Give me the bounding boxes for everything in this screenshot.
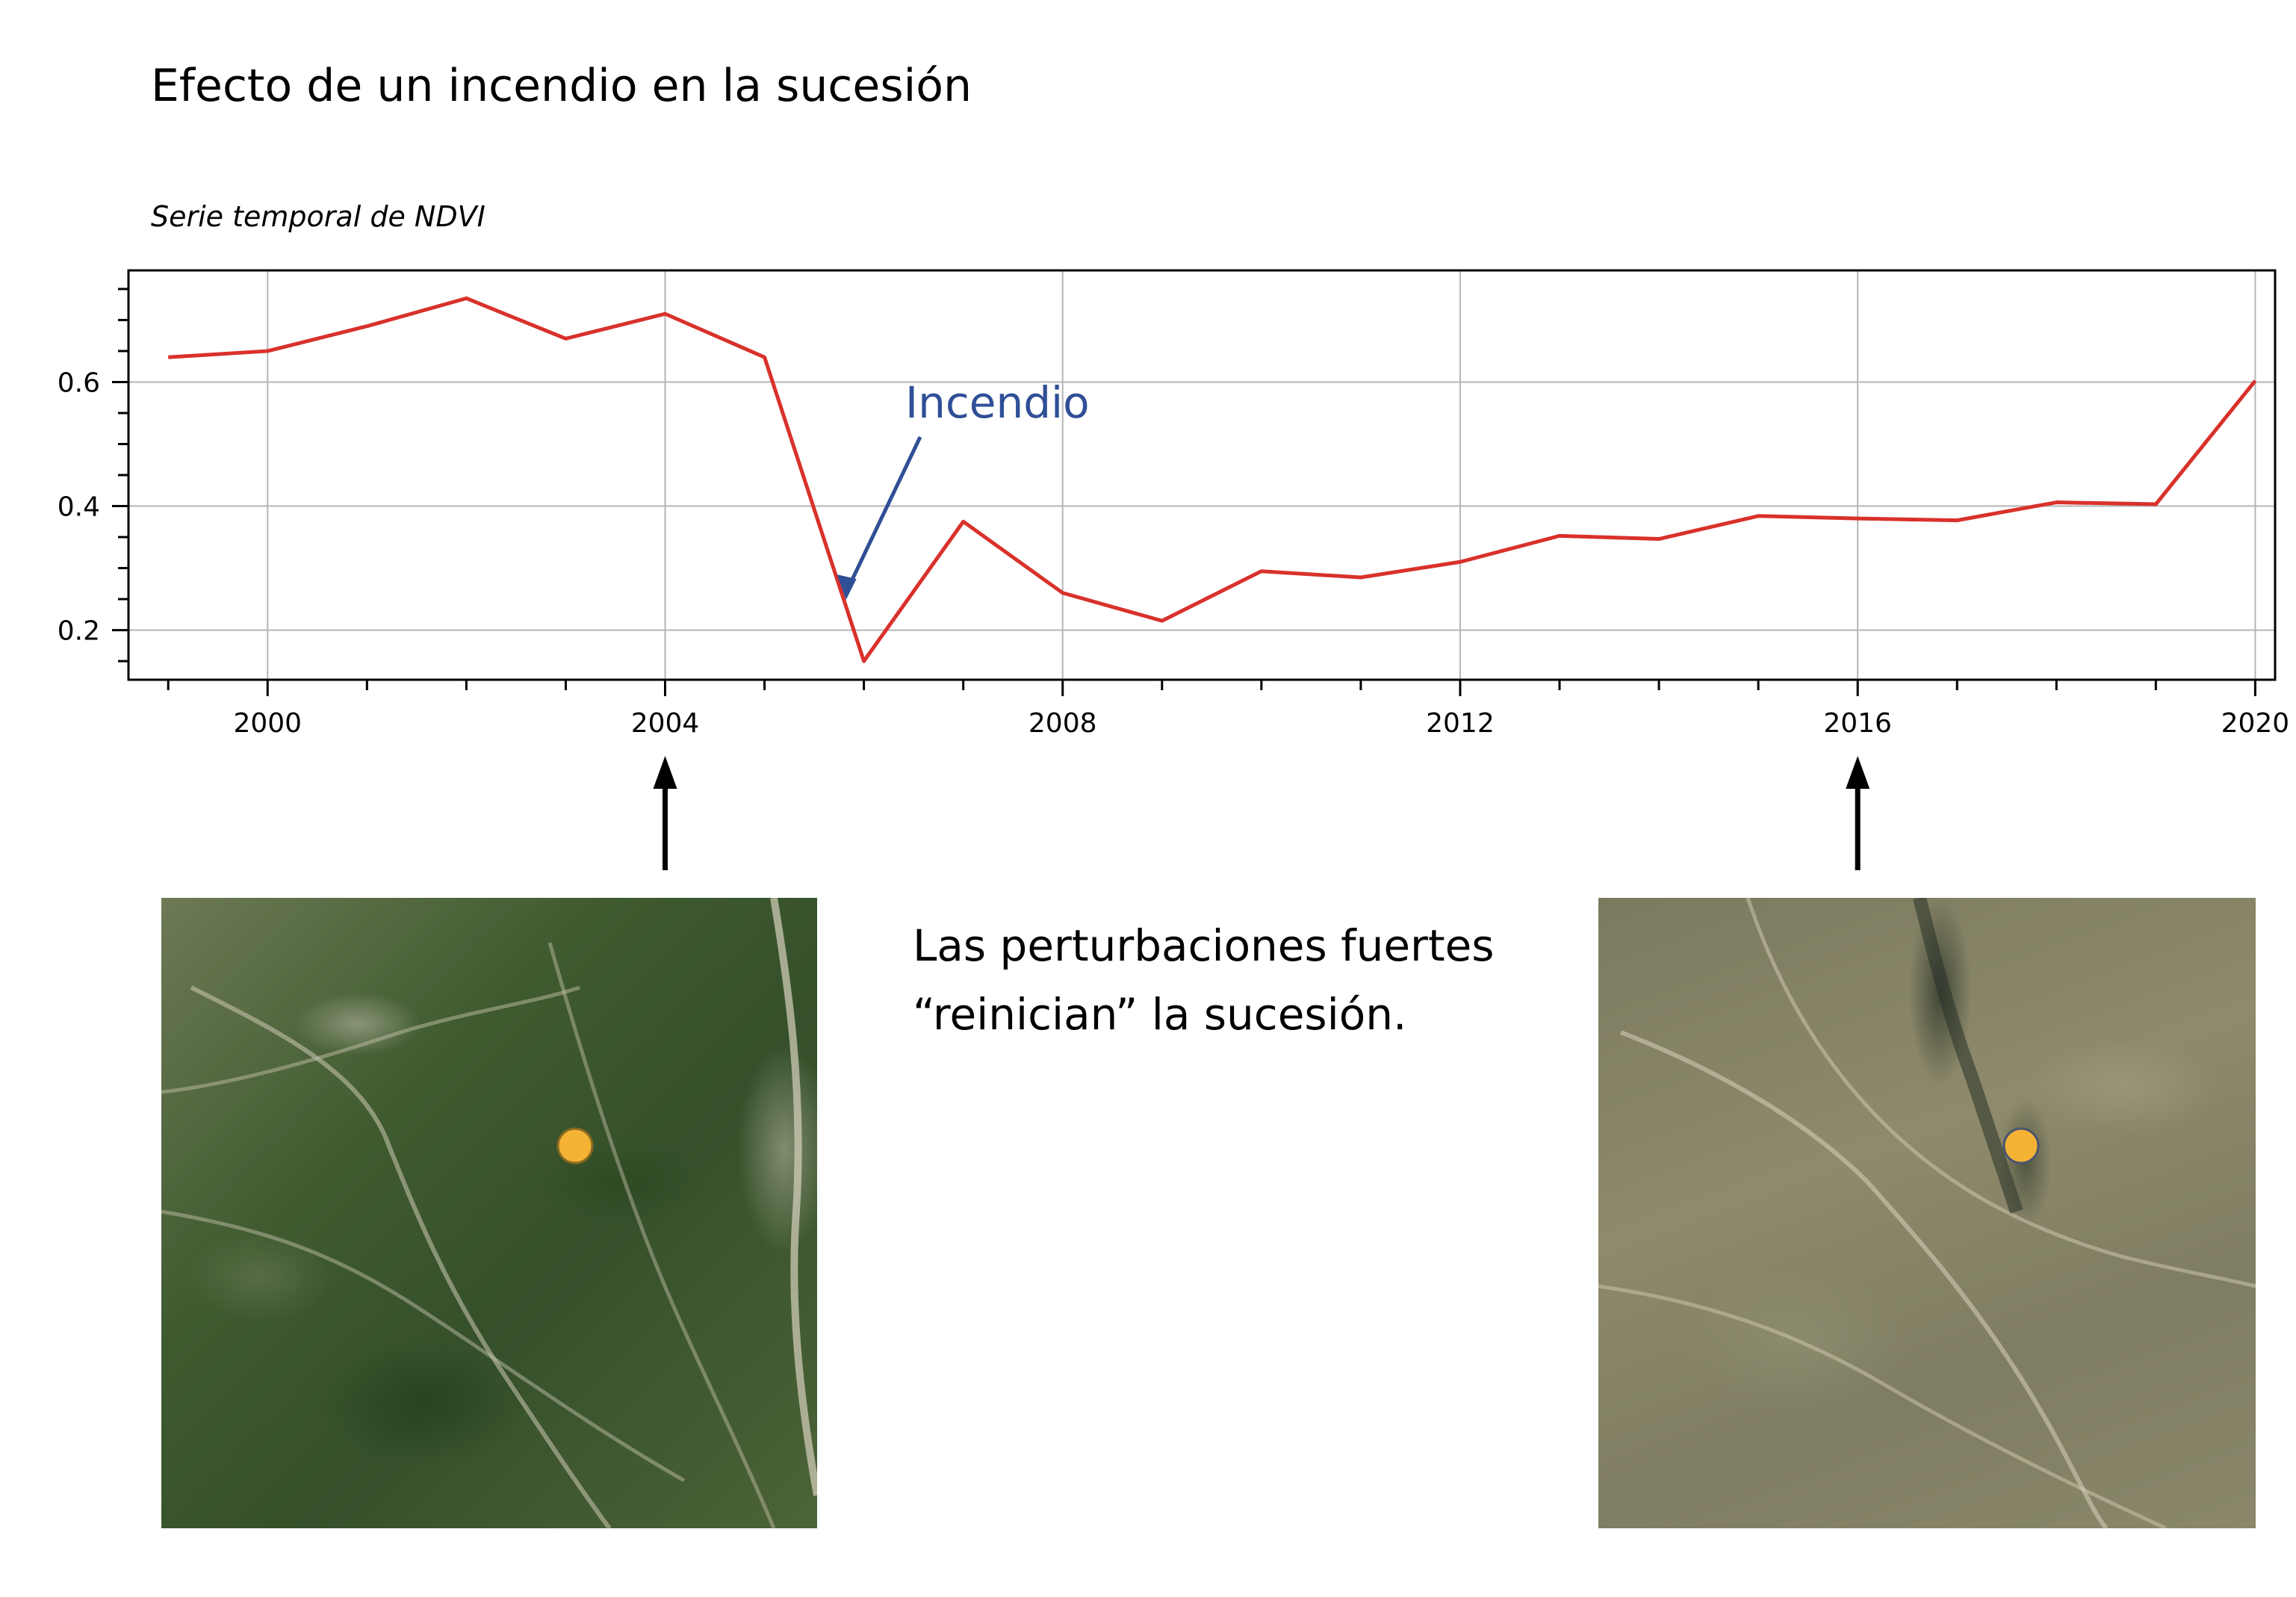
year-arrow-head (1846, 756, 1870, 789)
incendio-arrow-shaft (847, 435, 922, 588)
succession-note-line-1: Las perturbaciones fuertes (913, 920, 1495, 971)
chart-grid (128, 270, 2275, 680)
aerial-photo-2016 (1598, 898, 2256, 1528)
x-tick-label: 2008 (1028, 708, 1097, 739)
x-tick-label: 2016 (1823, 708, 1892, 739)
x-tick-label: 2012 (1426, 708, 1495, 739)
year-arrows (653, 756, 1870, 870)
plot-frame (127, 269, 2277, 681)
chart-subtitle: Serie temporal de NDVI (151, 200, 485, 233)
succession-note-line-2: “reinician” la sucesión. (913, 989, 1407, 1040)
location-marker-2016 (2002, 1127, 2040, 1165)
x-tick-label: 2004 (631, 708, 700, 739)
y-tick-label: 0.6 (58, 368, 100, 398)
x-tick-label: 2000 (233, 708, 302, 739)
aerial-photo-2004 (161, 898, 817, 1528)
chart-series (168, 296, 2257, 663)
y-tick-label: 0.4 (58, 492, 100, 523)
chart-annotations (837, 435, 922, 601)
ndvi-series-line (168, 296, 2257, 663)
incendio-annotation-label: Incendio (905, 377, 1090, 428)
location-marker-2004 (556, 1127, 594, 1165)
chart-axes: 2000 2004 2008 2012 2016 2020 0.2 0.4 0.6 (58, 269, 2290, 739)
incendio-arrow-head (837, 574, 857, 601)
page-title: Efecto de un incendio en la sucesión (151, 60, 972, 112)
x-tick-label: 2020 (2221, 708, 2290, 739)
succession-note: Las perturbaciones fuertes “reinician” l… (913, 911, 1495, 1049)
y-tick-label: 0.2 (58, 616, 100, 647)
year-arrow-head (653, 756, 677, 789)
